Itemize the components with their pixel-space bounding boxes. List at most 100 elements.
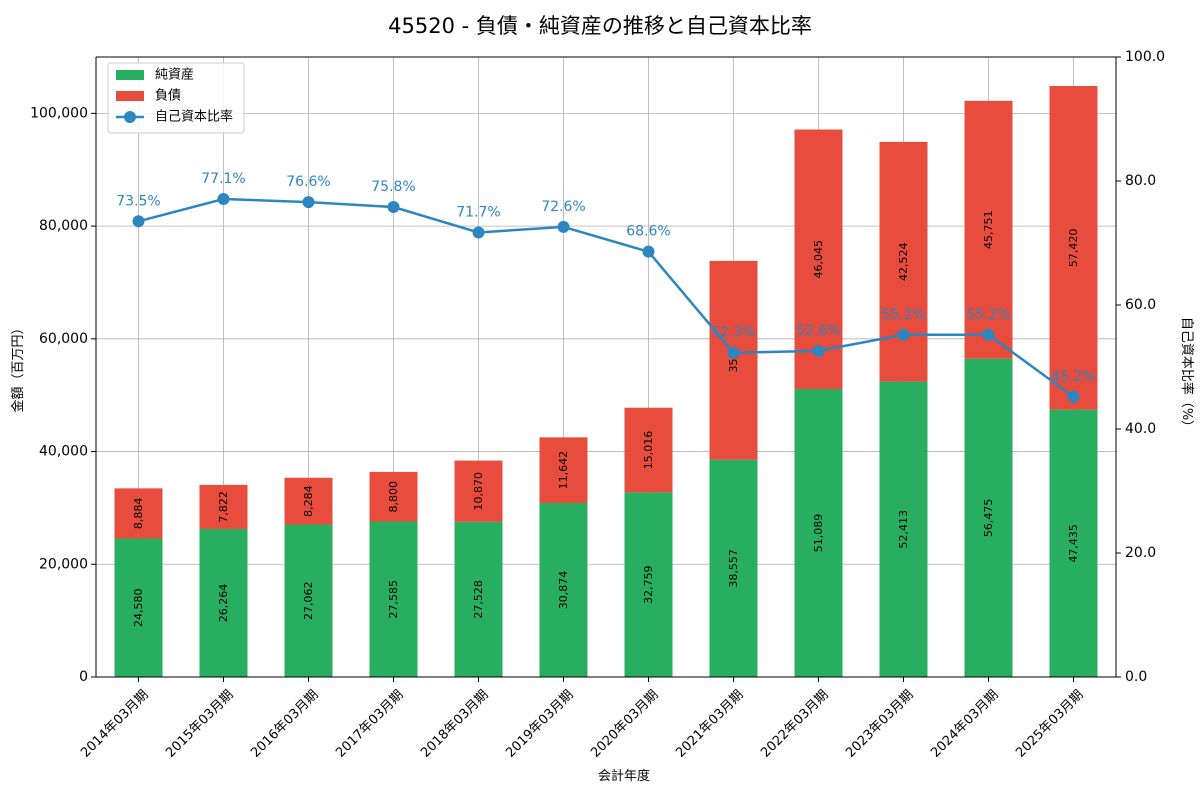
- chart-title: 45520 - 負債・純資産の推移と自己資本比率: [388, 14, 812, 38]
- ratio-point: [557, 220, 570, 233]
- legend-label-ratio: 自己資本比率: [155, 109, 233, 125]
- bar-liabilities: [709, 260, 758, 460]
- y2-axis-label: 自己資本比率（%）: [1179, 317, 1195, 433]
- bar-liabilities: [454, 460, 503, 522]
- legend-label-net-assets: 純資産: [155, 67, 194, 83]
- y-tick-label: 60,000: [39, 331, 88, 347]
- ratio-point: [897, 328, 910, 341]
- bar-label-net-assets: 38,557: [727, 549, 740, 588]
- ratio-label: 55.2%: [966, 307, 1010, 323]
- y2-tick-label: 80.0: [1125, 173, 1156, 189]
- y-tick-label: 80,000: [39, 218, 88, 234]
- y2-tick-label: 60.0: [1125, 297, 1156, 313]
- ratio-label: 52.3%: [711, 325, 755, 341]
- bar-net-assets: [369, 521, 418, 677]
- y-tick-label: 40,000: [39, 444, 88, 460]
- ratio-point: [387, 201, 400, 214]
- ratio-label: 77.1%: [201, 171, 245, 187]
- x-tick-label: 2025年03月期: [1013, 687, 1086, 760]
- bar-label-net-assets: 27,528: [472, 580, 485, 619]
- bar-label-net-assets: 27,062: [302, 581, 315, 620]
- bar-label-net-assets: 47,435: [1067, 524, 1080, 563]
- bar-net-assets: [199, 528, 248, 677]
- legend-label-liabilities: 負債: [155, 89, 181, 104]
- ratio-point: [472, 226, 485, 239]
- ratio-point: [217, 192, 230, 205]
- ratio-label: 52.6%: [796, 323, 840, 339]
- ratio-point: [812, 344, 825, 357]
- bar-liabilities: [284, 477, 333, 525]
- bar-label-net-assets: 51,089: [812, 514, 825, 553]
- bar-label-net-assets: 26,264: [217, 584, 230, 623]
- bar-liabilities: [369, 471, 418, 522]
- bar-net-assets: [794, 389, 843, 677]
- y-tick-label: 20,000: [39, 556, 88, 572]
- x-axis-label: 会計年度: [598, 768, 650, 784]
- bar-label-liabilities: 45,751: [982, 211, 995, 250]
- bar-net-assets: [284, 524, 333, 677]
- ratio-point: [1067, 390, 1080, 403]
- legend-swatch-liabilities: [116, 91, 144, 101]
- x-tick-label: 2021年03月期: [673, 687, 746, 760]
- bar-label-liabilities: 42,524: [897, 242, 910, 281]
- bar-net-assets: [539, 502, 588, 677]
- bar-label-net-assets: 24,580: [132, 588, 145, 627]
- ratio-point: [642, 245, 655, 258]
- ratio-point: [132, 215, 145, 228]
- y2-tick-label: 40.0: [1125, 421, 1156, 437]
- bar-label-net-assets: 30,874: [557, 571, 570, 610]
- bar-label-net-assets: 56,475: [982, 499, 995, 538]
- y2-tick-label: 20.0: [1125, 545, 1156, 561]
- y-tick-label: 0: [79, 669, 88, 685]
- ratio-point: [727, 346, 740, 359]
- bar-label-liabilities: 8,884: [132, 498, 145, 530]
- x-tick-label: 2015年03月期: [163, 687, 236, 760]
- bar-liabilities: [114, 488, 163, 539]
- ratio-label: 75.8%: [371, 179, 415, 195]
- ratio-label: 73.5%: [116, 193, 160, 209]
- x-tick-label: 2024年03月期: [928, 687, 1001, 760]
- bar-net-assets: [709, 459, 758, 677]
- bar-label-liabilities: 7,822: [217, 491, 230, 523]
- bar-liabilities: [199, 484, 248, 529]
- bar-liabilities: [964, 100, 1013, 359]
- x-tick-label: 2022年03月期: [758, 687, 831, 760]
- legend-swatch-net-assets: [116, 70, 144, 80]
- bar-liabilities: [879, 141, 928, 382]
- bar-label-liabilities: 8,284: [302, 485, 315, 517]
- x-tick-label: 2020年03月期: [588, 687, 661, 760]
- x-tick-label: 2014年03月期: [78, 687, 151, 760]
- bar-label-liabilities: 15,016: [642, 431, 655, 470]
- ratio-point: [302, 196, 315, 209]
- x-tick-label: 2018年03月期: [418, 687, 491, 760]
- bar-net-assets: [114, 538, 163, 677]
- x-tick-label: 2023年03月期: [843, 687, 916, 760]
- ratio-line: [138, 197, 1075, 398]
- x-tick-label: 2017年03月期: [333, 687, 406, 760]
- bar-net-assets: [879, 381, 928, 677]
- bar-label-liabilities: 46,045: [812, 240, 825, 279]
- y2-tick-label: 100.0: [1125, 49, 1165, 65]
- ratio-point: [982, 328, 995, 341]
- ratio-label: 68.6%: [626, 224, 670, 240]
- bar-label-net-assets: 52,413: [897, 510, 910, 549]
- legend-box: [107, 62, 245, 134]
- bar-label-net-assets: 27,585: [387, 580, 400, 619]
- bar-net-assets: [964, 358, 1013, 677]
- ratio-label: 72.6%: [541, 199, 585, 215]
- x-tick-label: 2019年03月期: [503, 687, 576, 760]
- y2-tick-label: 0.0: [1125, 669, 1147, 685]
- bar-liabilities: [624, 407, 673, 493]
- bar-net-assets: [1049, 409, 1098, 677]
- y-tick-label: 100,000: [30, 105, 88, 121]
- ratio-label: 71.7%: [456, 204, 500, 220]
- bar-liabilities: [539, 437, 588, 503]
- ratio-label: 45.2%: [1051, 369, 1095, 385]
- bar-label-liabilities: 10,870: [472, 472, 485, 511]
- ratio-label: 55.2%: [881, 307, 925, 323]
- bar-label-liabilities: 11,642: [557, 451, 570, 490]
- bar-label-liabilities: 8,800: [387, 481, 400, 513]
- legend-marker-ratio: [124, 111, 136, 123]
- bar-liabilities: [1049, 85, 1098, 410]
